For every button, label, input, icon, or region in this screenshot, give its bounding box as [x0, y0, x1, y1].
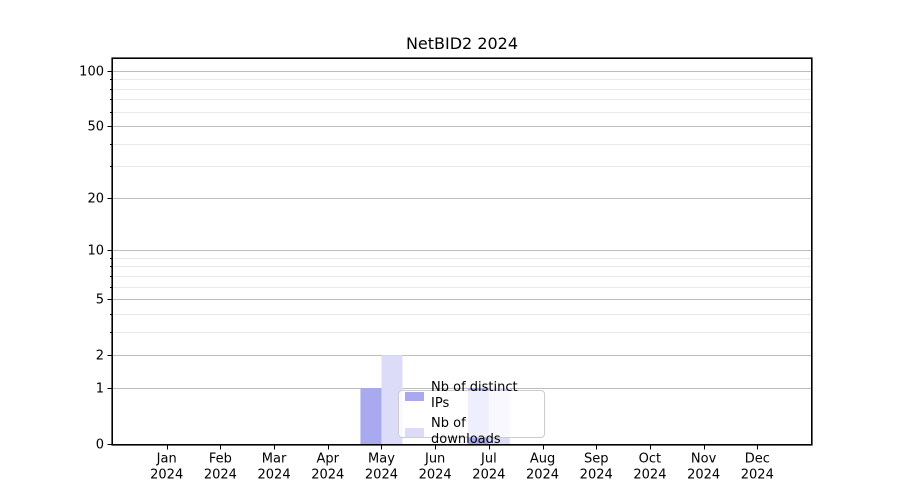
x-tick-label-month-dec: Dec [745, 452, 770, 467]
x-tick-label-month-nov: Nov [691, 452, 717, 467]
x-tick-label-year-nov: 2024 [687, 468, 720, 483]
chart-title: NetBID2 2024 [405, 34, 519, 53]
x-tick-label-month-sep: Sep [584, 452, 609, 467]
y-tick-label-50: 50 [87, 120, 104, 135]
x-tick-label-year-may: 2024 [365, 468, 398, 483]
legend-swatch-downloads [405, 427, 424, 437]
x-tick-label-month-mar: Mar [262, 452, 287, 467]
x-tick-label-year-jul: 2024 [472, 468, 505, 483]
x-tick-label-month-apr: Apr [317, 452, 340, 467]
x-tick-label-year-feb: 2024 [204, 468, 237, 483]
x-tick-label-year-jun: 2024 [419, 468, 452, 483]
plot-frame [111, 57, 813, 446]
x-tick-label-month-may: May [368, 452, 395, 467]
y-tick-label-1: 1 [96, 381, 104, 396]
y-tick-label-20: 20 [87, 191, 104, 206]
x-tick-label-year-oct: 2024 [633, 468, 666, 483]
y-tick-label-0: 0 [96, 438, 104, 453]
legend-label-downloads: Nb of downloads [431, 416, 501, 447]
legend-label-distinct-ips: Nb of distinct IPs [431, 380, 518, 411]
bar-nb-of-distinct-ips-may-2024 [360, 387, 382, 444]
x-tick-label-month-aug: Aug [530, 452, 555, 467]
y-tick-label-2: 2 [96, 349, 104, 364]
y-tick-label-100: 100 [79, 64, 104, 79]
y-tick-label-10: 10 [87, 244, 104, 259]
x-tick-label-year-mar: 2024 [258, 468, 291, 483]
y-tick-label-5: 5 [96, 293, 104, 308]
x-tick-label-year-aug: 2024 [526, 468, 559, 483]
x-tick-label-month-jan: Jan [156, 452, 177, 467]
x-tick-label-year-apr: 2024 [311, 468, 344, 483]
legend: Nb of distinct IPs Nb of downloads [398, 380, 545, 447]
x-tick-label-month-jul: Jul [480, 452, 497, 467]
x-tick-label-month-feb: Feb [209, 452, 232, 467]
x-tick-label-month-jun: Jun [424, 452, 445, 467]
x-tick-label-year-sep: 2024 [580, 468, 613, 483]
bar-nb-of-downloads-may-2024 [381, 355, 403, 444]
x-tick-label-month-oct: Oct [639, 452, 661, 467]
legend-item-distinct-ips: Nb of distinct IPs [405, 380, 538, 412]
x-tick-label-year-jan: 2024 [150, 468, 183, 483]
legend-swatch-distinct-ips [405, 391, 424, 401]
x-tick-label-year-dec: 2024 [741, 468, 774, 483]
legend-item-downloads: Nb of downloads [405, 416, 538, 448]
